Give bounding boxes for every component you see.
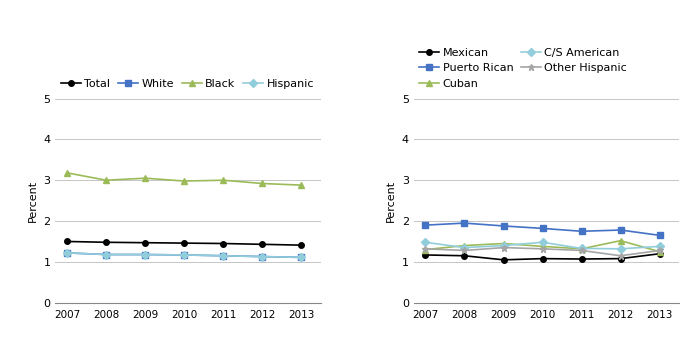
Puerto Rican [656, 233, 664, 238]
Legend: Mexican, Puerto Rican, Cuban, C/S American, Other Hispanic: Mexican, Puerto Rican, Cuban, C/S Americ… [419, 48, 627, 89]
Puerto Rican [538, 226, 547, 231]
Hispanic [141, 252, 150, 257]
White [63, 251, 71, 255]
White [258, 254, 266, 259]
C/S American [656, 244, 664, 249]
Black [219, 178, 227, 182]
Mexican [460, 254, 468, 258]
Line: Black: Black [64, 170, 304, 188]
Puerto Rican [617, 228, 625, 232]
Line: White: White [64, 250, 304, 260]
Black [297, 183, 306, 187]
C/S American [421, 240, 430, 244]
Line: Puerto Rican: Puerto Rican [423, 220, 663, 238]
Total [258, 242, 266, 246]
Hispanic [297, 255, 306, 259]
Other Hispanic [656, 249, 664, 253]
Mexican [656, 252, 664, 256]
Other Hispanic [617, 254, 625, 258]
White [219, 254, 227, 258]
Total [180, 241, 188, 245]
Black [63, 171, 71, 175]
White [141, 252, 150, 257]
Cuban [421, 247, 430, 252]
Hispanic [102, 252, 110, 257]
Other Hispanic [500, 245, 508, 250]
Cuban [577, 247, 586, 251]
Y-axis label: Percent: Percent [28, 180, 38, 222]
Hispanic [63, 251, 71, 255]
Legend: Total, White, Black, Hispanic: Total, White, Black, Hispanic [61, 79, 314, 89]
Total [63, 239, 71, 244]
C/S American [500, 244, 508, 248]
Mexican [421, 253, 430, 257]
Total [141, 240, 150, 245]
Total [297, 243, 306, 247]
Line: Mexican: Mexican [423, 251, 663, 263]
Other Hispanic [577, 249, 586, 253]
Black [258, 181, 266, 186]
Other Hispanic [538, 247, 547, 251]
Y-axis label: Percent: Percent [386, 180, 396, 222]
Total [219, 241, 227, 246]
Other Hispanic [460, 249, 468, 253]
White [102, 252, 110, 257]
Cuban [460, 244, 468, 248]
Puerto Rican [500, 224, 508, 228]
Puerto Rican [421, 223, 430, 227]
Puerto Rican [577, 229, 586, 233]
Cuban [538, 244, 547, 249]
C/S American [617, 247, 625, 251]
Hispanic [180, 253, 188, 257]
C/S American [460, 245, 468, 250]
White [180, 253, 188, 257]
C/S American [577, 246, 586, 251]
Line: Hispanic: Hispanic [64, 250, 304, 260]
Total [102, 240, 110, 244]
Black [141, 176, 150, 180]
Mexican [538, 257, 547, 261]
Line: Other Hispanic: Other Hispanic [422, 244, 663, 259]
Cuban [617, 239, 625, 243]
Puerto Rican [460, 221, 468, 225]
C/S American [538, 240, 547, 244]
Cuban [500, 241, 508, 246]
Cuban [656, 250, 664, 254]
Line: C/S American: C/S American [423, 239, 663, 252]
Line: Cuban: Cuban [423, 238, 663, 254]
Line: Total: Total [64, 239, 304, 248]
Mexican [500, 258, 508, 262]
Other Hispanic [421, 247, 430, 251]
Black [102, 178, 110, 182]
Mexican [617, 257, 625, 261]
White [297, 255, 306, 259]
Hispanic [258, 254, 266, 259]
Mexican [577, 257, 586, 261]
Hispanic [219, 254, 227, 258]
Black [180, 179, 188, 183]
